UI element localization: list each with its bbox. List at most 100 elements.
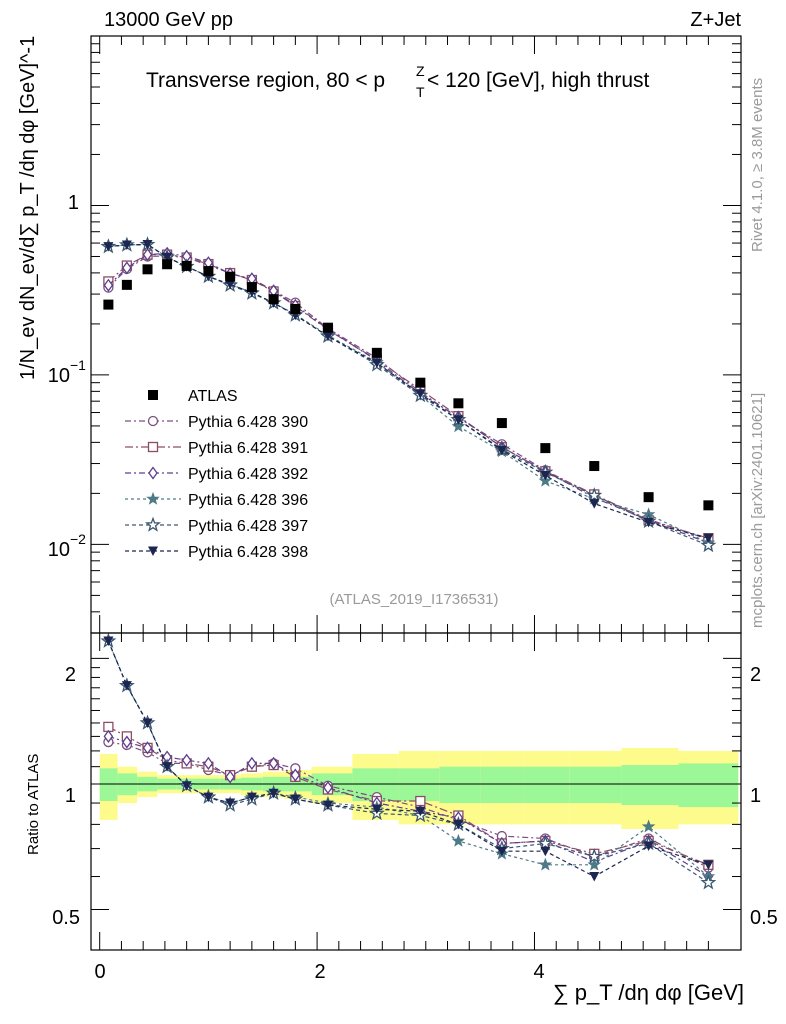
ratio-point-6 [589,872,600,882]
ratio-point-4 [641,819,656,833]
series-point-6 [225,279,236,290]
band-green [480,766,524,804]
ratio-point-3 [142,741,153,755]
legend-label: ATLAS [188,388,238,405]
ratio-point-3 [122,735,132,749]
y-axis-label-main: 1/N_ev dN_ev/d∑ p_T /dη dφ [GeV]^-1 [17,36,39,380]
legend: ATLAS Pythia 6.428 390 Pythia 6.428 391 Pyt… [125,388,308,561]
band-green [621,765,679,806]
atlas-point [290,303,301,314]
ratio-point-6 [643,841,654,852]
side-label-top: Rivet 4.1.0, ≥ 3.8M events [749,78,766,252]
atlas-point [203,266,214,277]
ratio-point-2 [415,795,426,807]
ratio-panel: 2 1 0.5 2 1 0.5 0 2 4 [52,632,778,983]
ratio-point-6 [103,636,114,647]
ratio-point-6 [453,819,464,830]
atlas-point [246,282,257,293]
ratio-point-4 [451,833,466,847]
series-point-6 [703,533,714,544]
atlas-point [268,294,279,305]
main-y-ticks [91,43,741,634]
series-point-6 [142,240,153,250]
atlas-point [162,259,173,270]
series-point-5 [700,537,717,553]
main-ytick-exp-3: −2 [70,531,86,547]
band-green [569,766,622,804]
ratio-point-6 [268,788,279,799]
atlas-point [371,347,382,358]
series-point-3 [103,278,114,292]
series-point-6 [322,331,333,342]
series-point-6 [121,240,132,250]
legend-marker-atlas [148,390,158,400]
ratio-series [100,632,717,890]
legend-marker [147,415,159,427]
plot-title: Transverse region, 80 < p [146,69,385,92]
band-green [99,768,118,802]
svg-text:1/N_ev dN_ev/d∑ p_T /dη dφ [Ge: 1/N_ev dN_ev/d∑ p_T /dη dφ [GeV]^-1 [17,36,39,380]
series-point-5 [586,487,603,503]
series-point-6 [162,252,173,263]
series-point-3 [122,261,132,275]
main-ytick-label-1: 1 [68,192,79,214]
legend-label: Pythia 6.428 391 [188,440,308,457]
ratio-point-3 [181,753,192,767]
ratio-point-3 [225,770,235,784]
ratio-point-6 [203,792,214,803]
atlas-point [181,260,192,271]
ratio-point-4 [587,857,602,871]
atlas-point [103,299,114,310]
ratio-point-3 [290,768,301,782]
ratio-ytick-05: 0.5 [52,907,80,929]
ratio-point-6 [290,794,301,805]
main-ytick-label-2: 10 [48,365,70,387]
ratio-point-6 [142,718,153,728]
ratio-point-6 [371,804,382,815]
band-green [523,766,570,804]
legend-marker [145,516,161,532]
ratio-ytick-2-right: 2 [750,664,761,686]
ratio-ytick-1-right: 1 [750,785,761,807]
watermark: (ATLAS_2019_I1736531) [329,591,498,608]
header-left: 13000 GeV pp [104,9,233,31]
ratio-point-3 [268,756,279,771]
ratio-point-3 [203,756,214,771]
xtick-label-0: 0 [94,961,105,983]
main-x-ticks [99,36,709,633]
legend-marker [147,441,159,453]
title-sub: T [416,84,425,100]
series-point-6 [496,445,507,456]
ratio-point-6 [496,846,507,857]
legend-marker [148,466,158,480]
atlas-point [142,264,153,275]
atlas-point [121,279,132,290]
atlas-point [496,418,507,429]
ratio-ytick-1: 1 [65,785,76,807]
main-panel: Transverse region, 80 < p Z T < 120 [GeV… [48,35,742,634]
xtick-label-4: 4 [533,961,544,983]
series-point-3 [142,248,153,262]
band-green [398,768,440,802]
series-point-6 [540,470,551,481]
atlas-point [589,461,600,472]
series-point-6 [103,242,114,252]
main-ytick-exp-2: −1 [70,357,86,373]
atlas-points [103,259,714,511]
ratio-point-6 [415,806,426,817]
ratio-point-5 [586,848,603,864]
legend-label: Pythia 6.428 398 [188,544,308,561]
band-green [678,763,739,808]
atlas-point [322,322,333,333]
ratio-point-6 [121,681,132,691]
band-green [439,766,481,804]
legend-label: Pythia 6.428 392 [188,466,308,483]
x-axis-label: ∑ p_T /dη dφ [GeV] [553,980,744,1005]
ratio-frame [90,632,742,951]
legend-marker [148,546,158,556]
ratio-point-3 [103,729,114,744]
series-point-6 [415,389,426,399]
xtick-label-2: 2 [314,961,325,983]
atlas-point [643,492,654,503]
